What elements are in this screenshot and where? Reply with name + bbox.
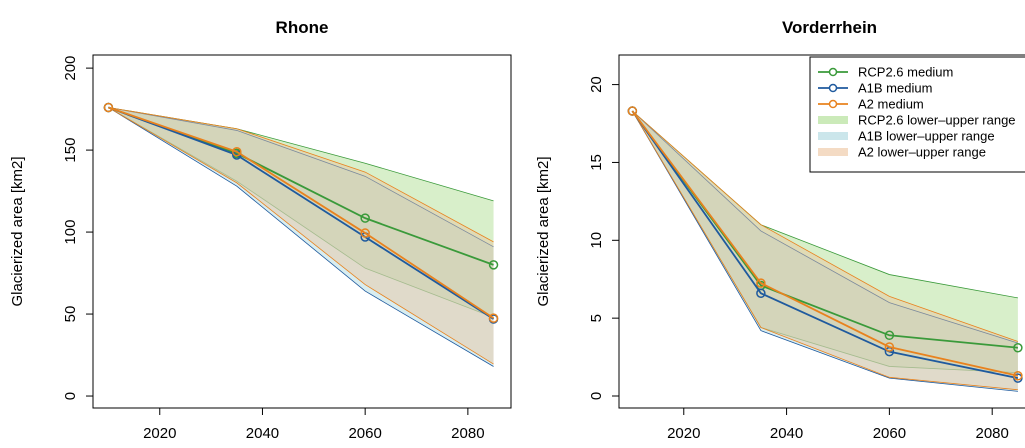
x-tick-label: 2060	[348, 425, 381, 442]
legend-marker	[828, 99, 838, 109]
range-edge	[632, 110, 1019, 344]
range-edge	[108, 107, 494, 365]
series-marker	[884, 330, 895, 341]
series-line	[631, 110, 1019, 377]
series-marker	[1013, 371, 1023, 381]
x-tick-label: 2040	[770, 425, 803, 442]
y-tick-label: 10	[588, 232, 605, 249]
y-tick-label: 0	[588, 392, 605, 400]
legend-label: RCP2.6 lower–upper range	[858, 113, 1016, 128]
y-tick-label: 0	[62, 392, 79, 400]
range-band	[108, 107, 494, 318]
range-edge	[108, 107, 494, 248]
series-marker	[627, 106, 638, 116]
legend-marker	[828, 67, 838, 77]
legend-label: A1B lower–upper range	[858, 129, 995, 144]
range-edge	[108, 107, 494, 243]
y-tick-label: 100	[62, 220, 79, 245]
legend-label: A1B medium	[858, 81, 932, 96]
plot-frame	[618, 54, 1025, 409]
x-tick-label: 2040	[246, 425, 279, 442]
chart-title: Rhone	[276, 18, 329, 37]
legend-label: A2 lower–upper range	[858, 145, 986, 160]
series-line	[108, 106, 495, 319]
series-marker	[488, 313, 499, 323]
range-edge	[632, 110, 1018, 391]
y-tick-label: 5	[588, 314, 605, 322]
series-marker	[756, 288, 766, 298]
y-axis-label: Glacierized area [km2]	[9, 156, 26, 306]
x-tick-label: 2080	[451, 425, 484, 442]
y-tick-label: 50	[62, 306, 79, 323]
series-line	[108, 106, 495, 320]
series-marker	[488, 260, 499, 270]
range-band	[108, 107, 494, 367]
chart-title: Vorderrhein	[782, 18, 877, 37]
series-marker	[1013, 342, 1023, 353]
legend-marker	[828, 83, 838, 93]
y-tick-label: 150	[62, 138, 79, 163]
range-edge	[108, 107, 494, 367]
series-marker	[232, 146, 242, 157]
series-marker	[360, 213, 370, 223]
x-tick-label: 2020	[143, 425, 176, 442]
x-tick-label: 2020	[667, 425, 700, 442]
x-tick-label: 2060	[873, 425, 906, 442]
range-band	[108, 107, 494, 365]
range-band	[632, 111, 1018, 390]
series-marker	[103, 102, 114, 113]
y-tick-label: 15	[588, 154, 605, 171]
x-tick-label: 2080	[976, 425, 1009, 442]
range-edge	[632, 110, 1018, 392]
y-axis-label: Glacierized area [km2]	[535, 156, 552, 306]
series-marker	[360, 228, 370, 238]
series-marker	[756, 278, 766, 288]
legend-label: A2 medium	[858, 97, 924, 112]
series-marker	[884, 342, 895, 352]
series-line	[631, 110, 1019, 379]
plot-frame	[92, 54, 512, 409]
y-tick-label: 20	[588, 76, 605, 93]
legend-label: RCP2.6 medium	[858, 65, 953, 80]
range-band	[632, 111, 1018, 392]
range-edge	[108, 107, 494, 318]
range-edge	[632, 110, 1019, 342]
y-tick-label: 200	[62, 56, 79, 81]
